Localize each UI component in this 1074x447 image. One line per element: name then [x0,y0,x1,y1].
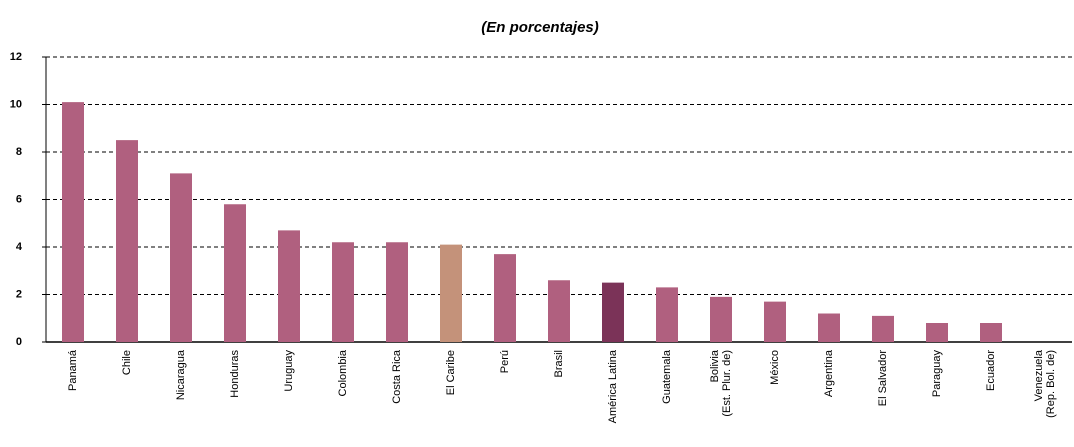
bar [602,282,624,342]
x-tick-label: Argentina [823,349,835,397]
x-tick-label: Panamá [67,349,79,391]
bar [710,296,732,342]
y-tick-label: 12 [10,51,22,63]
bar [548,280,570,342]
bar [386,242,408,342]
x-tick-label: Guatemala [661,349,673,404]
x-tick-label: El Salvador [877,350,889,407]
y-tick-label: 0 [16,336,22,348]
y-tick-label: 2 [16,288,22,300]
bar [116,140,138,342]
bar [494,254,516,342]
bar [278,230,300,342]
x-tick-label: Chile [121,350,133,375]
bar [980,323,1002,342]
x-tick-label: Nicaragua [175,349,187,400]
bar [872,315,894,342]
x-tick-label: Honduras [229,350,241,398]
bar [818,313,840,342]
bar [170,173,192,342]
bar [926,323,948,342]
bar [224,204,246,342]
bar [440,244,462,342]
y-tick-label: 4 [16,241,23,253]
y-tick-label: 8 [16,146,22,158]
x-tick-label: Colombia [337,349,349,396]
chart-subtitle: (En porcentajes) [481,19,599,36]
x-tick-label: (Est. Plur. de) [721,350,733,417]
bar [332,242,354,342]
x-tick-label: Paraguay [931,350,943,398]
x-tick-label: Venezuela [1033,349,1045,401]
x-tick-label: Perú [499,350,511,373]
x-tick-label: Uruguay [283,350,295,392]
bar [62,102,84,342]
x-tick-label: Costa Rica [391,349,403,404]
y-tick-label: 10 [10,98,22,110]
x-tick-label: América Latina [607,349,619,423]
x-tick-label: Bolivia [709,349,721,382]
x-tick-label: Brasil [553,350,565,378]
bar [656,287,678,342]
y-tick-label: 6 [16,193,22,205]
x-tick-label: México [769,350,781,385]
x-tick-label: (Rep. Bol. de) [1045,350,1057,418]
x-tick-label: El Caribe [445,350,457,395]
bar [764,301,786,342]
x-tick-label: Ecuador [985,350,997,391]
